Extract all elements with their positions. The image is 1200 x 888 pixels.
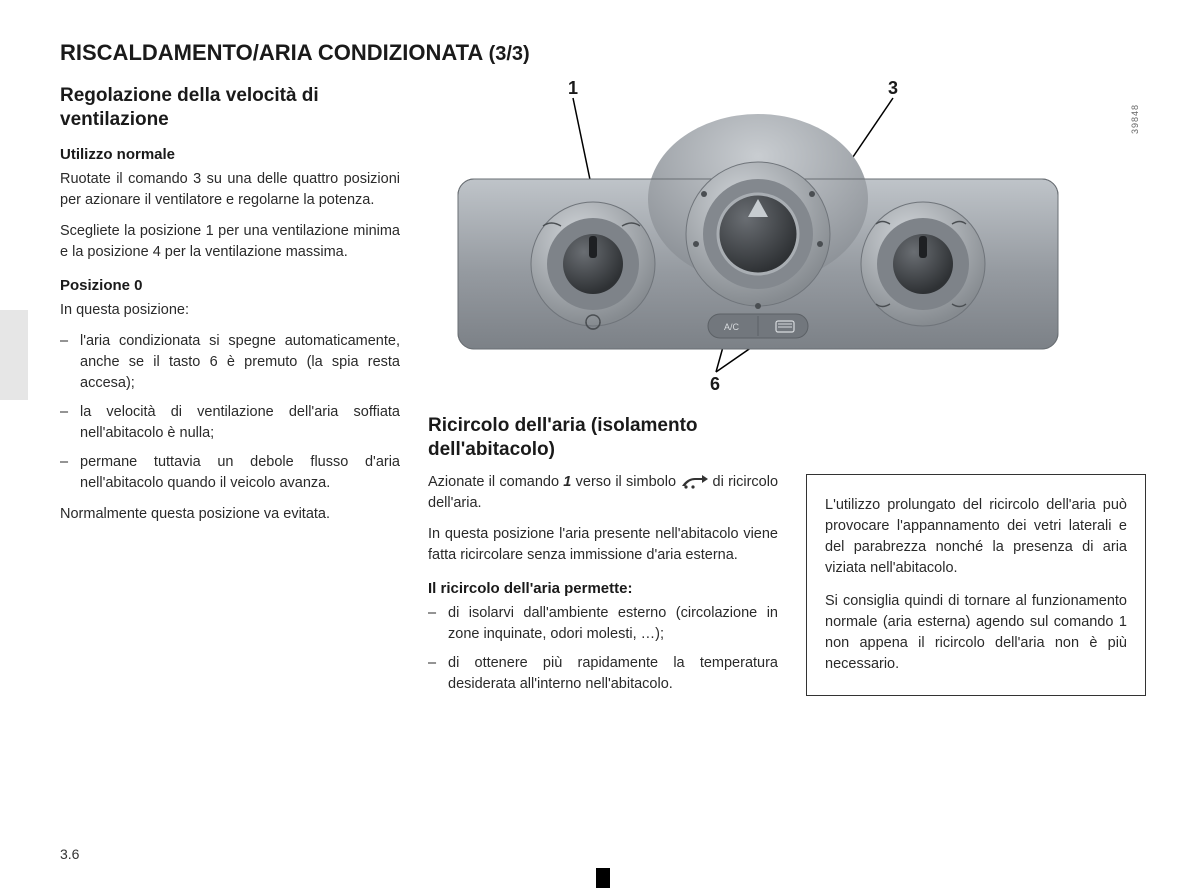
paragraph: Ruotate il comando 3 su una delle quattr…: [60, 169, 400, 211]
svg-text:A/C: A/C: [724, 322, 740, 332]
info-box: L'utilizzo prolungato del ricircolo dell…: [806, 474, 1146, 696]
panel-svg: A/C: [418, 84, 1118, 394]
bullet-list: di isolarvi dall'ambiente esterno (circo…: [428, 603, 778, 695]
paragraph: In questa posizione l'aria presente nell…: [428, 524, 778, 566]
infobox-paragraph: L'utilizzo prolungato del ricircolo dell…: [825, 495, 1127, 579]
column-middle: Ricircolo dell'aria (isolamento dell'abi…: [428, 414, 778, 705]
side-tab: [0, 310, 28, 400]
list-item: permane tuttavia un debole flusso d'aria…: [60, 452, 400, 494]
image-code: 39848: [1130, 104, 1140, 134]
recirc-icon: [680, 475, 708, 489]
paragraph: In questa posizione:: [60, 300, 400, 321]
callout-3: 3: [888, 78, 898, 99]
subheading-position-0: Posizione 0: [60, 277, 400, 294]
page-number: 3.6: [60, 846, 79, 862]
bullet-list: l'aria condizionata si spegne automatica…: [60, 331, 400, 494]
title-suffix: (3/3): [489, 43, 530, 65]
paragraph: Scegliete la posizione 1 per una ventila…: [60, 221, 400, 263]
paragraph: Normalmente questa posizione va evitata.: [60, 504, 400, 525]
subheading-normal-use: Utilizzo normale: [60, 146, 400, 163]
list-item: di isolarvi dall'ambiente esterno (circo…: [428, 603, 778, 645]
column-left: Regolazione della velocità di ventilazio…: [60, 84, 400, 705]
section-heading-recirc: Ricircolo dell'aria (isolamento dell'abi…: [428, 414, 778, 462]
list-item: di ottenere più rapidamente la temperatu…: [428, 653, 778, 695]
paragraph: Azionate il comando 1 verso il simbolo d…: [428, 472, 778, 514]
title-main: RISCALDAMENTO/ARIA CONDIZIONATA: [60, 40, 482, 65]
column-right: L'utilizzo prolungato del ricircolo dell…: [806, 414, 1146, 705]
subheading-recirc-permits: Il ricircolo dell'aria permette:: [428, 580, 778, 597]
content-columns: Regolazione della velocità di ventilazio…: [60, 84, 1140, 705]
footer-mark: [596, 868, 610, 888]
callout-1: 1: [568, 78, 578, 99]
page-title: RISCALDAMENTO/ARIA CONDIZIONATA (3/3): [60, 40, 1140, 66]
list-item: la velocità di ventilazione dell'aria so…: [60, 402, 400, 444]
section-heading-ventilation: Regolazione della velocità di ventilazio…: [60, 84, 400, 132]
control-panel-diagram: 39848 1 3 6: [418, 84, 1118, 394]
infobox-paragraph: Si consiglia quindi di tornare al funzio…: [825, 591, 1127, 675]
callout-6: 6: [710, 374, 720, 395]
list-item: l'aria condizionata si spegne automatica…: [60, 331, 400, 394]
